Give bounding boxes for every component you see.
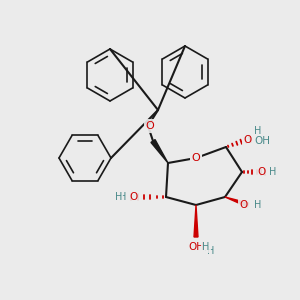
- Text: O: O: [192, 153, 200, 163]
- Text: O: O: [192, 153, 200, 163]
- Text: H: H: [254, 126, 261, 136]
- Text: H: H: [254, 200, 261, 210]
- Polygon shape: [151, 140, 168, 163]
- Text: ·H: ·H: [204, 246, 214, 256]
- Polygon shape: [194, 205, 198, 237]
- Text: O: O: [257, 167, 265, 177]
- Text: H: H: [269, 167, 276, 177]
- Text: OH: OH: [188, 242, 204, 252]
- Text: H: H: [115, 192, 122, 202]
- Polygon shape: [225, 197, 249, 207]
- Text: O: O: [244, 135, 252, 145]
- Text: O: O: [130, 192, 138, 202]
- Text: H: H: [118, 192, 126, 202]
- Text: O: O: [240, 200, 248, 210]
- Text: H: H: [202, 242, 209, 252]
- Text: O: O: [146, 121, 154, 131]
- Text: OH: OH: [254, 136, 270, 146]
